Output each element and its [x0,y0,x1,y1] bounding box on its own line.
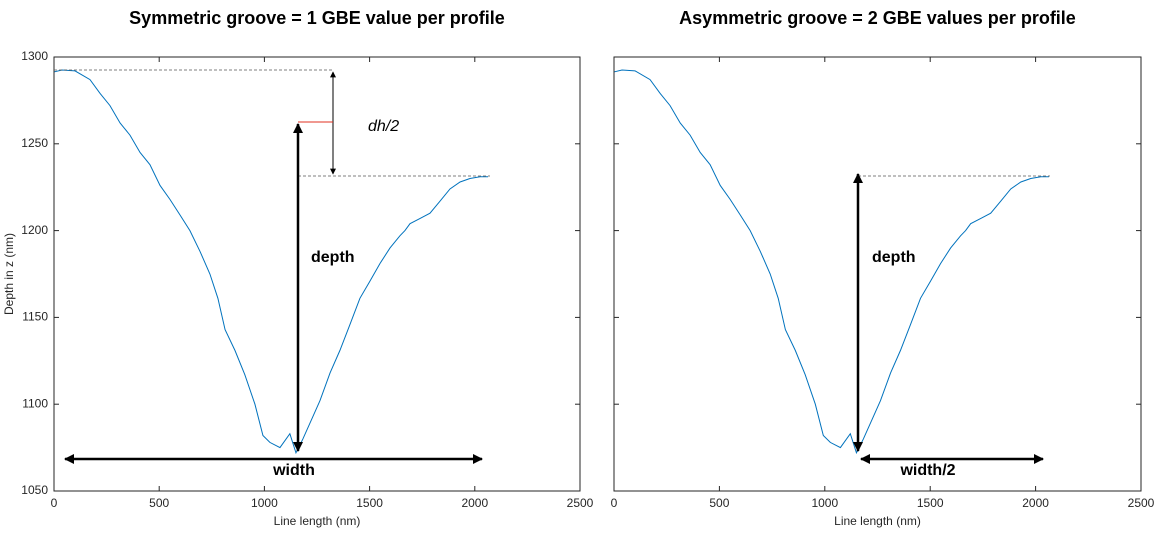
y-tick-label: 1200 [21,223,48,237]
plot-area [54,57,580,491]
annotations: dh/2 depth width depth width/2 [54,69,1050,479]
x-tick-label: 1000 [251,496,278,510]
x-tick-label: 1000 [811,496,838,510]
y-axis-label: Depth in z (nm) [2,233,16,315]
y-tick-label: 1050 [21,483,48,497]
annotation: depth [311,249,355,266]
y-tick-label: 1150 [22,310,48,324]
x-tick-label: 1500 [356,496,383,510]
y-tick-label: 1300 [21,49,48,63]
x-tick-label: 2000 [461,496,488,510]
x-tick-label: 0 [611,496,618,510]
x-tick-label: 2500 [1128,496,1155,510]
annotation: width [272,462,315,479]
data-line [613,69,1049,455]
axes-frame [613,56,1142,492]
x-axis-label: Line length (nm) [834,514,921,528]
x-tick-label: 2000 [1022,496,1049,510]
x-tick-label: 0 [51,496,58,510]
chart-title: Asymmetric groove = 2 GBE values per pro… [679,8,1076,28]
x-tick-label: 500 [149,496,169,510]
x-tick-label: 1500 [917,496,944,510]
annotation: width/2 [899,462,955,479]
axes-frame [53,56,581,492]
y-tick-label: 1250 [21,136,48,150]
annotation: depth [872,249,916,266]
annotation: dh/2 [368,118,399,135]
x-tick-label: 2500 [567,496,594,510]
y-tick-label: 1100 [22,396,48,410]
x-axis-label: Line length (nm) [274,514,361,528]
plot-area [614,57,1141,491]
data-line [53,69,489,455]
x-tick-label: 500 [709,496,729,510]
chart-title: Symmetric groove = 1 GBE value per profi… [129,8,505,28]
